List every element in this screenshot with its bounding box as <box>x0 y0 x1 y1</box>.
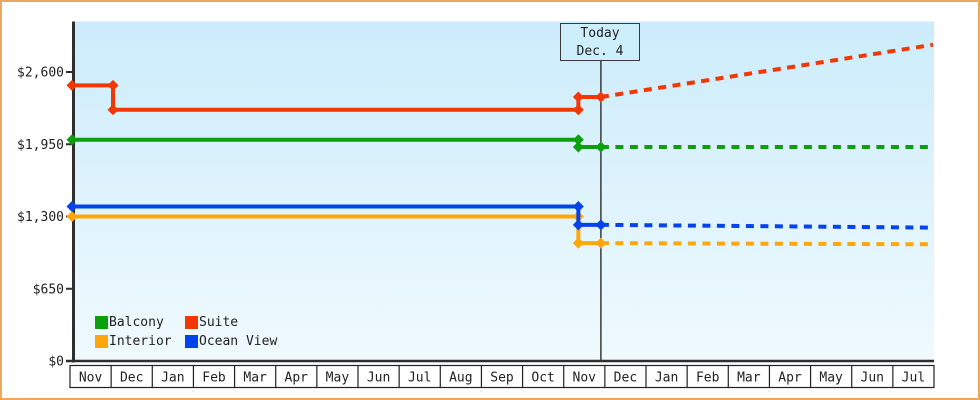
price-point-suite <box>572 104 584 116</box>
month-label: Dec <box>614 371 637 386</box>
month-label: Jun <box>367 371 390 386</box>
price-point-balcony <box>66 134 78 146</box>
price-point-ocean-view <box>66 200 78 212</box>
y-axis-tick-label: $650 <box>33 282 64 297</box>
price-line-ocean-view-solid <box>72 204 601 227</box>
price-point-suite <box>66 79 78 91</box>
today-date-label: Dec. 4 <box>576 44 624 59</box>
price-point-interior <box>572 237 584 249</box>
price-line-balcony <box>66 134 933 153</box>
plot-area <box>75 21 934 361</box>
month-label: Feb <box>202 371 226 386</box>
month-label: May <box>819 371 843 386</box>
y-axis-tick-label: $1,300 <box>17 210 64 225</box>
month-label: Apr <box>285 371 309 386</box>
month-row-frame <box>69 364 935 389</box>
month-label: Sep <box>490 371 514 386</box>
price-point-interior <box>66 211 78 222</box>
month-label: Dec <box>120 371 143 386</box>
price-line-ocean-view-projection <box>600 222 934 230</box>
month-label: Nov <box>573 371 597 386</box>
month-label: Apr <box>778 371 802 386</box>
today-marker-box: Today Dec. 4 <box>560 23 640 61</box>
today-label: Today <box>580 26 620 41</box>
price-point-balcony <box>595 141 607 153</box>
price-point-interior <box>595 237 607 249</box>
price-point-ocean-view <box>595 219 607 231</box>
month-label: Nov <box>79 371 103 386</box>
x-axis-months: Nov Dec Jan Feb Mar Apr May Jun Jul Aug Sep Oct Nov D… <box>69 364 935 389</box>
price-point-ocean-view <box>572 219 584 231</box>
price-point-suite <box>572 91 584 103</box>
y-axis-tick-label: $0 <box>48 355 64 370</box>
price-point-suite <box>107 79 119 91</box>
month-label: Oct <box>531 371 554 386</box>
y-axis-tick-label: $1,950 <box>17 138 64 153</box>
month-label: Mar <box>737 371 761 386</box>
price-point-suite <box>595 91 607 103</box>
price-line-suite <box>66 42 934 116</box>
month-label: Jul <box>408 371 431 386</box>
y-axis-tick-label: $2,600 <box>17 66 64 81</box>
month-label: Jul <box>902 371 925 386</box>
month-label: Aug <box>449 371 472 386</box>
month-label: Jan <box>161 371 184 386</box>
month-label: Feb <box>696 371 720 386</box>
price-line-suite-projection <box>600 42 934 99</box>
price-point-suite <box>107 104 119 116</box>
price-point-balcony <box>572 141 584 153</box>
price-point-ocean-view <box>572 200 584 212</box>
y-axis: $0 $650 $1,300 $1,950 $2,600 <box>17 66 73 370</box>
month-label: Jan <box>655 371 678 386</box>
price-line-ocean-view <box>66 200 934 231</box>
month-label: Jun <box>861 371 884 386</box>
price-point-balcony <box>572 134 584 146</box>
price-line-interior-projection <box>600 241 934 247</box>
month-label: May <box>326 371 350 386</box>
month-label: Mar <box>243 371 267 386</box>
